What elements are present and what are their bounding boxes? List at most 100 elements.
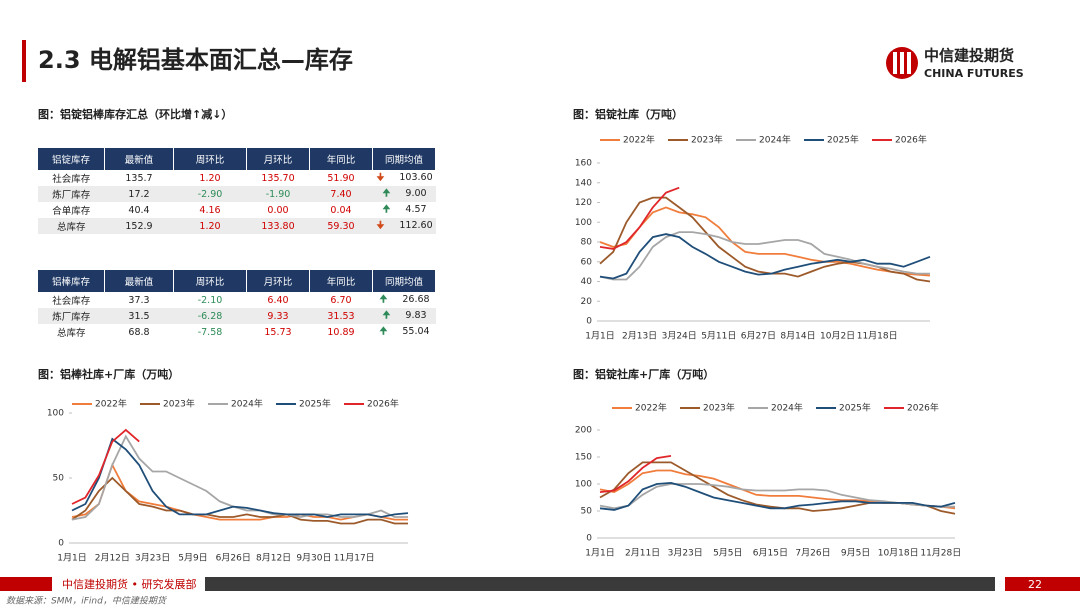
cell-text: 0.00 bbox=[267, 204, 289, 216]
table-cell: -6.28 bbox=[173, 308, 247, 324]
y-tick-label: 80 bbox=[581, 238, 593, 248]
x-tick-label: 3月24日 bbox=[662, 331, 697, 342]
header-cell: 同期均值 bbox=[372, 148, 436, 170]
x-tick-label: 5月11日 bbox=[701, 331, 736, 342]
cell-text: 合单库存 bbox=[52, 206, 91, 217]
table-cell: 炼厂库存 bbox=[38, 308, 105, 324]
y-tick-label: 50 bbox=[53, 474, 65, 484]
x-tick-label: 6月15日 bbox=[753, 548, 788, 559]
table-cell: 135.7 bbox=[105, 170, 174, 186]
x-tick-label: 5月9日 bbox=[178, 553, 207, 564]
table-cell: -1.90 bbox=[246, 186, 310, 202]
legend-label: 2022年 bbox=[623, 134, 655, 146]
table-cell: -2.90 bbox=[173, 186, 247, 202]
y-tick-label: 100 bbox=[47, 409, 64, 419]
x-tick-label: 2月12日 bbox=[95, 553, 130, 564]
data-table: 铝棒库存 最新值 周环比 月环比 年同比 同期均值 社会库存 37.3 -2.10 6.40 6.7… bbox=[38, 270, 436, 340]
logo-text: 中信建投期货 bbox=[924, 47, 1014, 65]
cell-text: 112.60 bbox=[399, 220, 433, 231]
cell-text: 社会库存 bbox=[52, 174, 91, 185]
table-cell: -2.10 bbox=[174, 292, 247, 308]
source-note: 数据来源：SMM，iFind，中信建投期货 bbox=[6, 596, 168, 607]
table-cell: 🠉 4.57 bbox=[373, 202, 436, 218]
title-bar bbox=[22, 40, 26, 82]
legend-label: 2023年 bbox=[163, 398, 195, 410]
table-cell: 0.00 bbox=[247, 202, 310, 218]
table-cell: 🠉 26.68 bbox=[373, 292, 436, 308]
legend-label: 2022年 bbox=[95, 398, 127, 410]
table-row: 社会库存 37.3 -2.10 6.40 6.70 🠉 26.68 bbox=[38, 292, 436, 308]
y-tick-label: 140 bbox=[575, 178, 592, 188]
table-cell: 37.3 bbox=[105, 292, 174, 308]
table-cell: 31.5 bbox=[104, 308, 174, 324]
cell-text: 总库存 bbox=[56, 222, 86, 233]
table-cell: 合单库存 bbox=[38, 202, 105, 218]
cell-text: 135.7 bbox=[125, 172, 153, 184]
series-line bbox=[599, 481, 956, 511]
table-cell: 31.53 bbox=[309, 308, 373, 324]
table-cell: 51.90 bbox=[310, 170, 373, 186]
cell-text: 103.60 bbox=[399, 172, 433, 183]
table-cell: 6.40 bbox=[247, 292, 310, 308]
cell-text: 1.20 bbox=[199, 172, 221, 184]
legend-label: 2026年 bbox=[907, 402, 939, 414]
logo-text: CHINA FUTURES bbox=[924, 67, 1024, 80]
cell-text: 55.04 bbox=[402, 326, 430, 337]
table-cell: 社会库存 bbox=[38, 170, 105, 186]
legend-label: 2026年 bbox=[367, 398, 399, 410]
x-tick-label: 11月18日 bbox=[857, 331, 898, 342]
series-line bbox=[71, 462, 408, 521]
x-tick-label: 1月1日 bbox=[57, 553, 86, 564]
cell-text: 31.5 bbox=[128, 310, 150, 322]
trend-arrow: 🠉 bbox=[382, 188, 391, 199]
chart-title: 图：铝锭社库（万吨） bbox=[573, 107, 683, 121]
x-tick-label: 1月1日 bbox=[585, 331, 614, 342]
table-cell: 7.40 bbox=[309, 186, 373, 202]
table-row: 炼厂库存 31.5 -6.28 9.33 31.53 🠉 9.83 bbox=[38, 308, 436, 324]
legend-label: 2023年 bbox=[691, 134, 723, 146]
cell-text: 炼厂库存 bbox=[52, 312, 91, 323]
x-tick-label: 9月30日 bbox=[296, 553, 331, 564]
header-row: 铝锭库存 最新值 周环比 月环比 年同比 同期均值 bbox=[38, 148, 436, 170]
cell-text: 40.4 bbox=[128, 204, 150, 216]
trend-arrow: 🠉 bbox=[382, 310, 391, 321]
cell-text: -6.28 bbox=[197, 310, 223, 322]
trend-arrow: 🠋 bbox=[376, 172, 385, 183]
x-tick-label: 6月26日 bbox=[216, 553, 251, 564]
x-tick-label: 10月18日 bbox=[878, 548, 919, 559]
cell-text: 9.83 bbox=[405, 310, 427, 321]
y-tick-label: 100 bbox=[575, 480, 592, 490]
legend-label: 2024年 bbox=[759, 134, 791, 146]
cell-text: 133.80 bbox=[261, 220, 295, 232]
legend-label: 2025年 bbox=[839, 402, 871, 414]
series-line bbox=[71, 434, 408, 521]
table-cell: 152.9 bbox=[104, 218, 174, 234]
x-tick-label: 8月14日 bbox=[780, 331, 815, 342]
table-cell: 133.80 bbox=[246, 218, 310, 234]
x-tick-label: 10月2日 bbox=[820, 331, 855, 342]
x-tick-label: 7月26日 bbox=[795, 548, 830, 559]
series-line bbox=[71, 437, 409, 518]
header-cell: 铝棒库存 bbox=[38, 270, 105, 292]
table-cell: 9.33 bbox=[246, 308, 310, 324]
cell-text: 37.3 bbox=[128, 294, 150, 306]
cell-text: 6.40 bbox=[267, 294, 289, 306]
cell-text: 4.57 bbox=[405, 204, 427, 215]
trend-arrow: 🠉 bbox=[382, 204, 391, 215]
table-cell: 🠉 9.00 bbox=[372, 186, 436, 202]
data-table: 铝锭库存 最新值 周环比 月环比 年同比 同期均值 社会库存 135.7 1.20 135.70 5… bbox=[38, 148, 436, 234]
table-cell: 59.30 bbox=[309, 218, 373, 234]
table-cell: 4.16 bbox=[174, 202, 247, 218]
x-tick-label: 6月27日 bbox=[741, 331, 776, 342]
cell-text: 51.90 bbox=[327, 172, 355, 184]
legend-label: 2023年 bbox=[703, 402, 735, 414]
table-cell: 🠉 55.04 bbox=[373, 324, 436, 340]
legend-label: 2026年 bbox=[895, 134, 927, 146]
cell-text: 26.68 bbox=[402, 294, 430, 305]
logo-icon bbox=[893, 52, 897, 74]
cell-text: 炼厂库存 bbox=[52, 190, 91, 201]
cell-text: 17.2 bbox=[128, 188, 150, 200]
y-tick-label: 20 bbox=[581, 297, 593, 307]
y-tick-label: 200 bbox=[575, 426, 592, 436]
